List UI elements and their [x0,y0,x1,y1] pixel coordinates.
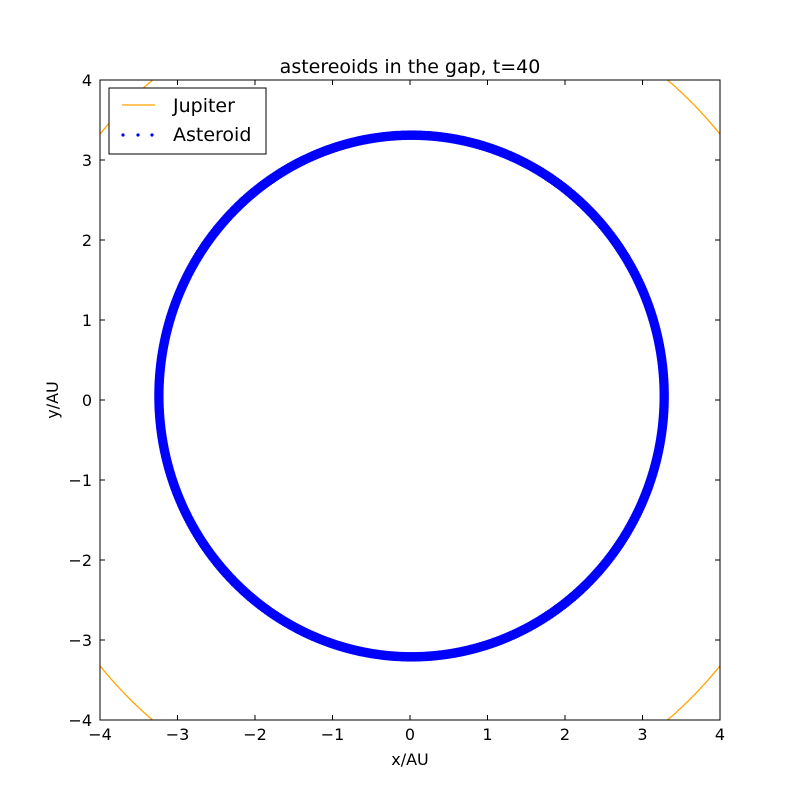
chart-title: astereoids in the gap, t=40 [280,56,541,78]
asteroid-layer [154,130,669,662]
